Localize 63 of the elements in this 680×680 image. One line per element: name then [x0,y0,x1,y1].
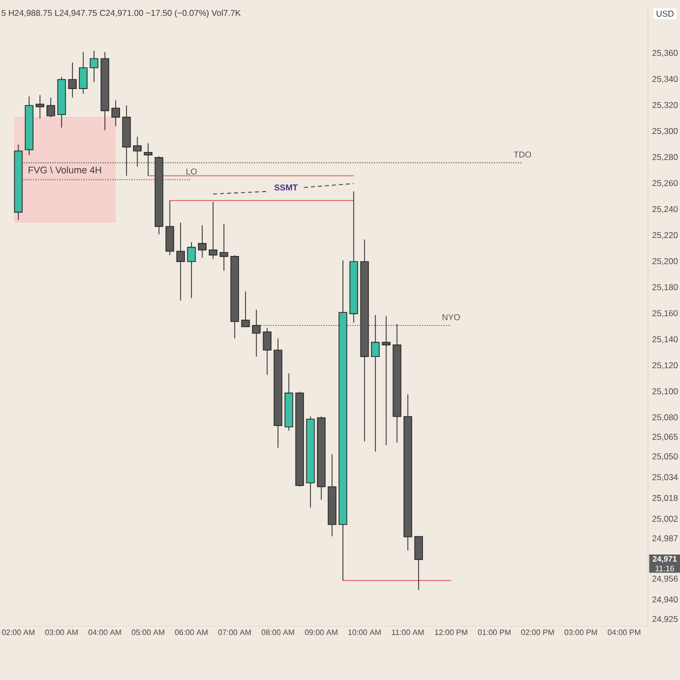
y-tick-label: 24,925 [652,616,678,623]
candlestick [371,314,380,452]
y-tick-label: 25,065 [652,434,678,441]
y-tick-label: 25,050 [652,453,678,460]
candlestick [46,97,56,118]
y-tick-label: 25,320 [652,102,678,109]
text: 24,971 [652,556,677,563]
candlestick [166,200,174,256]
candlestick [187,242,196,298]
y-tick-label: 25,240 [652,206,678,214]
candlestick [24,96,34,156]
y-tick-label: 25,280 [652,154,678,162]
y-tick-label: 25,002 [652,516,678,523]
candlestick [14,144,23,220]
candlestick [284,373,294,432]
candlestick [220,224,228,272]
y-tick-label: 25,200 [652,258,678,266]
candlestick [274,338,282,448]
y-tick-label: 25,220 [652,232,678,240]
y-tick-label: 25,140 [652,336,678,344]
candlestick [111,100,120,127]
candlestick [57,76,66,128]
candlestick [90,50,98,82]
y-tick-label: 25,260 [652,180,678,188]
y-tick-label: 25,018 [652,494,678,502]
y-tick-label: 25,100 [652,388,678,396]
candlestick [328,454,336,537]
candlestick [316,416,326,500]
y-tick-label: 24,987 [652,535,678,542]
series-label: LO [186,168,197,174]
y-tick-label: 24,940 [652,596,678,604]
candlestick [295,391,304,488]
y-tick-label: 25,120 [652,362,678,370]
candlestick [198,224,207,258]
annotation: SSMT [274,184,298,190]
candlestick [208,201,218,260]
series-label: TDO [514,152,532,158]
candlestick [230,254,240,339]
candlestick [176,222,185,302]
y-tick-label: 25,340 [652,76,678,83]
y-tick-label: 25,180 [652,284,678,292]
annotation: 5 H24,988.75 L24,947.75 C24,971.00 −17.50 (−0.07%) Vol7.7K [2,10,241,18]
y-tick-label: 25,360 [652,50,678,57]
candlestick [306,416,315,508]
text: 11:16 [656,566,674,572]
y-tick-label: 25,300 [652,128,678,136]
y-axis-title: USD [656,10,674,17]
candlestick [100,52,110,131]
candlestick [262,328,272,376]
y-tick-label: 24,956 [652,576,678,583]
candlestick [68,62,77,98]
candlestick [36,94,44,119]
candlestick [349,190,358,324]
y-tick-label: 25,160 [652,310,678,318]
series-label: NYO [442,314,460,320]
annotation: FVG \ Volume 4H [28,166,102,174]
candlestick [404,394,412,551]
y-tick-label: 25,034 [652,474,678,482]
candlestick [414,536,423,590]
candlestick [241,291,250,328]
candlestick [78,52,88,94]
y-tick-label: 25,080 [652,414,678,422]
candlestick [338,260,348,581]
